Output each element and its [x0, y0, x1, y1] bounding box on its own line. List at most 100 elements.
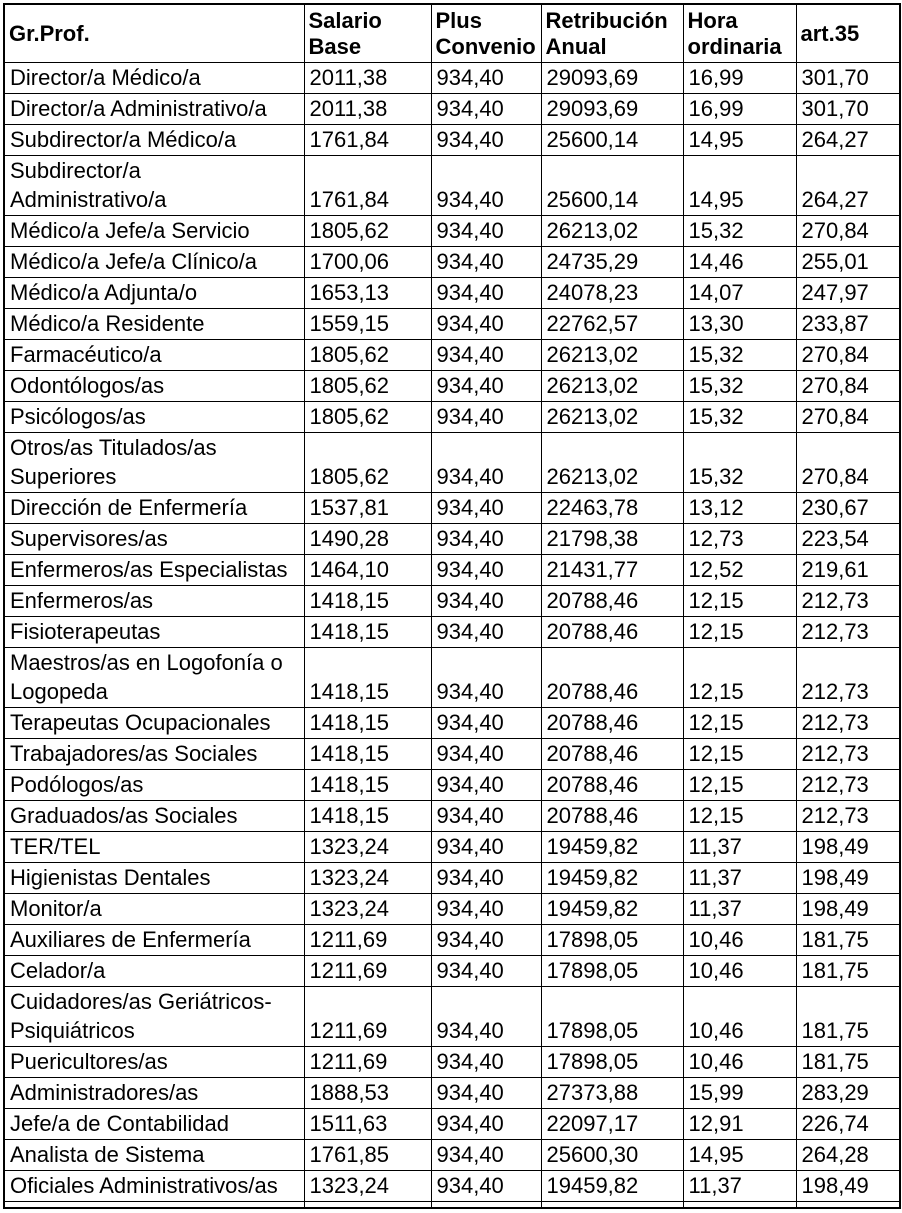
table-row: Psicólogos/as 1805,62 934,40 26213,02 15…: [3, 401, 901, 433]
art35-cell: 270,84: [795, 370, 901, 402]
salario-base-cell: 2011,38: [303, 93, 432, 125]
retribucion-anual-cell: 20788,46: [540, 800, 684, 832]
table-row: Enfermeros/as 1418,15 934,40 20788,46 12…: [3, 585, 901, 617]
salario-base-cell: 1211,69: [303, 924, 432, 956]
table-row: Fisioterapeutas 1418,15 934,40 20788,46 …: [3, 616, 901, 648]
art35-cell: 212,73: [795, 647, 901, 708]
hora-ordinaria-cell: 12,15: [682, 738, 797, 770]
salario-base-cell: 2011,38: [303, 62, 432, 94]
plus-convenio-cell: 934,40: [430, 986, 542, 1047]
plus-convenio-cell: 934,40: [430, 647, 542, 708]
plus-convenio-cell: 934,40: [430, 707, 542, 739]
table-row: Médico/a Residente 1559,15 934,40 22762,…: [3, 308, 901, 340]
art35-cell: 283,29: [795, 1077, 901, 1109]
table-row: Odontólogos/as 1805,62 934,40 26213,02 1…: [3, 370, 901, 402]
salario-base-cell: 1211,69: [303, 986, 432, 1047]
hora-ordinaria-cell: 15,32: [682, 339, 797, 371]
profession-cell: Administradores/as: [3, 1077, 305, 1109]
plus-convenio-cell: 934,40: [430, 616, 542, 648]
art35-cell: 270,84: [795, 339, 901, 371]
profession-cell: Director/a Administrativo/a: [3, 93, 305, 125]
table-row: Celador/a 1211,69 934,40 17898,05 10,46 …: [3, 955, 901, 987]
column-header-retribucion-anual: Retribución Anual: [540, 3, 684, 63]
retribucion-anual-cell: 21798,38: [540, 523, 684, 555]
table-row: Podólogos/as 1418,15 934,40 20788,46 12,…: [3, 769, 901, 801]
hora-ordinaria-cell: 14,46: [682, 246, 797, 278]
profession-cell: Odontólogos/as: [3, 370, 305, 402]
plus-convenio-cell: 934,40: [430, 277, 542, 309]
profession-cell: Subdirector/a Médico/a: [3, 124, 305, 156]
plus-convenio-cell: 934,40: [430, 308, 542, 340]
column-header-gr-prof: Gr.Prof.: [3, 3, 305, 63]
table-row: Médico/a Adjunta/o 1653,13 934,40 24078,…: [3, 277, 901, 309]
column-header-salario-base: Salario Base: [303, 3, 432, 63]
hora-ordinaria-cell: 15,32: [682, 370, 797, 402]
art35-cell: 247,97: [795, 277, 901, 309]
profession-cell: Graduados/as Sociales: [3, 800, 305, 832]
retribucion-anual-cell: 20788,46: [540, 769, 684, 801]
table-row: Cuidadores/as Geriátricos-Psiquiátricos …: [3, 986, 901, 1047]
plus-convenio-cell: 934,40: [430, 1139, 542, 1171]
plus-convenio-cell: 934,40: [430, 738, 542, 770]
table-row: Dirección de Enfermería 1537,81 934,40 2…: [3, 492, 901, 524]
retribucion-anual-cell: 22463,78: [540, 492, 684, 524]
plus-convenio-cell: [430, 1201, 542, 1208]
plus-convenio-cell: 934,40: [430, 769, 542, 801]
art35-cell: 212,73: [795, 616, 901, 648]
plus-convenio-cell: 934,40: [430, 585, 542, 617]
hora-ordinaria-cell: 13,30: [682, 308, 797, 340]
table-row: Director/a Administrativo/a 2011,38 934,…: [3, 93, 901, 125]
profession-cell: Médico/a Jefe/a Clínico/a: [3, 246, 305, 278]
plus-convenio-cell: 934,40: [430, 93, 542, 125]
retribucion-anual-cell: 24735,29: [540, 246, 684, 278]
art35-cell: 264,27: [795, 124, 901, 156]
retribucion-anual-cell: 20788,46: [540, 585, 684, 617]
hora-ordinaria-cell: 12,91: [682, 1108, 797, 1140]
profession-cell: Maestros/as en Logofonía o Logopeda: [3, 647, 305, 708]
hora-ordinaria-cell: 14,95: [682, 1139, 797, 1171]
plus-convenio-cell: 934,40: [430, 246, 542, 278]
table-row: Terapeutas Ocupacionales 1418,15 934,40 …: [3, 707, 901, 739]
table-row: Director/a Médico/a 2011,38 934,40 29093…: [3, 62, 901, 94]
art35-cell: 181,75: [795, 1046, 901, 1078]
plus-convenio-cell: 934,40: [430, 62, 542, 94]
salario-base-cell: 1761,84: [303, 124, 432, 156]
art35-cell: 212,73: [795, 707, 901, 739]
profession-cell: Puericultores/as: [3, 1046, 305, 1078]
salario-base-cell: 1418,15: [303, 769, 432, 801]
table-row: Auxiliares de Enfermería 1211,69 934,40 …: [3, 924, 901, 956]
salario-base-cell: 1490,28: [303, 523, 432, 555]
art35-cell: 264,27: [795, 155, 901, 216]
plus-convenio-cell: 934,40: [430, 215, 542, 247]
salario-base-cell: 1805,62: [303, 339, 432, 371]
table-row: Supervisores/as 1490,28 934,40 21798,38 …: [3, 523, 901, 555]
hora-ordinaria-cell: [682, 1201, 797, 1208]
retribucion-anual-cell: 19459,82: [540, 1170, 684, 1202]
profession-cell: Médico/a Adjunta/o: [3, 277, 305, 309]
plus-convenio-cell: 934,40: [430, 339, 542, 371]
salario-base-cell: 1418,15: [303, 800, 432, 832]
plus-convenio-cell: 934,40: [430, 155, 542, 216]
retribucion-anual-cell: 17898,05: [540, 924, 684, 956]
art35-cell: 181,75: [795, 924, 901, 956]
retribucion-anual-cell: 25600,14: [540, 124, 684, 156]
profession-cell: Farmacéutico/a: [3, 339, 305, 371]
table-row: Puericultores/as 1211,69 934,40 17898,05…: [3, 1046, 901, 1078]
retribucion-anual-cell: 19459,82: [540, 893, 684, 925]
retribucion-anual-cell: 26213,02: [540, 339, 684, 371]
hora-ordinaria-cell: 16,99: [682, 93, 797, 125]
salary-table: Gr.Prof. Salario Base Plus Convenio Retr…: [3, 3, 901, 1209]
table-row: Trabajadores/as Sociales 1418,15 934,40 …: [3, 738, 901, 770]
plus-convenio-cell: 934,40: [430, 1170, 542, 1202]
plus-convenio-cell: 934,40: [430, 554, 542, 586]
art35-cell: 255,01: [795, 246, 901, 278]
plus-convenio-cell: 934,40: [430, 124, 542, 156]
profession-cell: TER/TEL: [3, 831, 305, 863]
hora-ordinaria-cell: 12,15: [682, 585, 797, 617]
hora-ordinaria-cell: 12,15: [682, 769, 797, 801]
table-row: Graduados/as Sociales 1418,15 934,40 207…: [3, 800, 901, 832]
art35-cell: 219,61: [795, 554, 901, 586]
art35-cell: 212,73: [795, 738, 901, 770]
table-body: Director/a Médico/a 2011,38 934,40 29093…: [3, 62, 901, 1208]
salario-base-cell: 1323,24: [303, 831, 432, 863]
